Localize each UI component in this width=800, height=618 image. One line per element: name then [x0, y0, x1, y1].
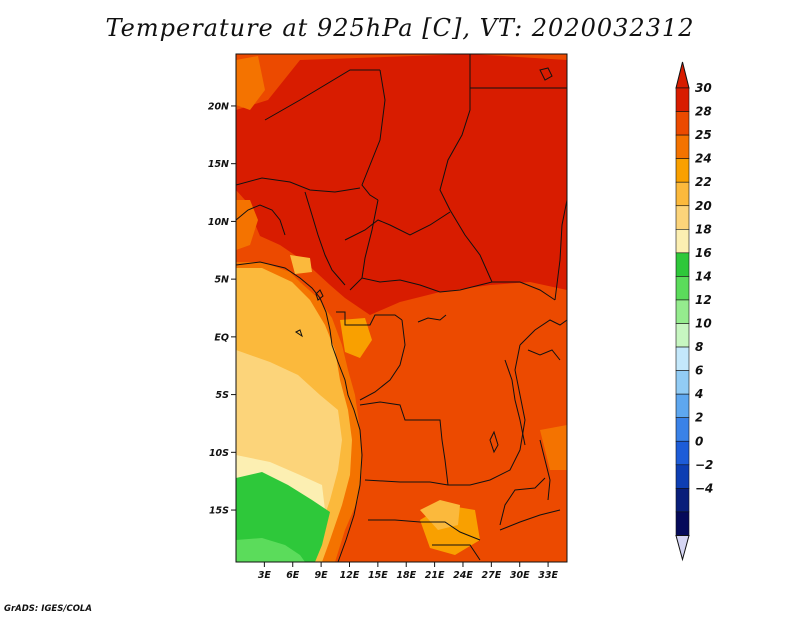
colorbar-label: 0	[695, 434, 703, 448]
lat-tick-label: 5N	[214, 275, 229, 286]
lon-tick-label: 18E	[396, 570, 416, 581]
colorbar-segment	[675, 205, 690, 230]
colorbar-segment	[675, 346, 690, 371]
lon-tick-label: 6E	[286, 570, 300, 581]
colorbar-label: 8	[695, 340, 703, 354]
colorbar-segment	[675, 323, 690, 348]
lon-tick-label: 24E	[453, 570, 473, 581]
lat-tick-label: 20N	[208, 101, 229, 112]
lon-tick-label: 9E	[315, 570, 329, 581]
lat-tick-label: 15S	[209, 506, 229, 517]
colorbar-label: 6	[695, 364, 703, 378]
colorbar-segment	[675, 111, 690, 136]
lon-tick-label: 30E	[510, 570, 530, 581]
lon-tick-label: 21E	[425, 570, 445, 581]
country-borders	[236, 54, 567, 562]
colorbar-label: 28	[695, 105, 712, 119]
colorbar-label: 30	[695, 81, 712, 95]
colorbar-segment	[675, 511, 690, 536]
colorbar-label: −4	[695, 481, 713, 495]
plot-frame	[235, 53, 568, 563]
lat-tick-label: 5S	[216, 390, 230, 401]
temperature-field	[236, 54, 567, 562]
lat-tick-label: 10S	[209, 448, 229, 459]
colorbar-label: 12	[695, 293, 712, 307]
longitude-axis: 3E 6E 9E 12E 15E 18E 21E 24E 27E 30E 33E	[258, 562, 558, 581]
colorbar-bottom-arrow	[675, 534, 690, 562]
lon-tick-label: 15E	[368, 570, 388, 581]
grads-credit: GrADS: IGES/COLA	[4, 604, 92, 614]
colorbar-label: 22	[695, 175, 712, 189]
colorbar-label: 2	[695, 411, 703, 425]
latitude-axis: 20N 15N 10N 5N EQ 5S 10S 15S	[208, 101, 236, 517]
colorbar-label: 4	[694, 387, 703, 401]
colorbar-segment	[675, 370, 690, 395]
colorbar-label: 25	[695, 128, 712, 142]
colorbar-segment	[675, 276, 690, 301]
colorbar-label: 18	[695, 222, 712, 236]
lat-tick-label: EQ	[214, 332, 229, 343]
lon-tick-label: 12E	[340, 570, 360, 581]
colorbar-segment	[675, 158, 690, 183]
lat-tick-label: 15N	[208, 159, 229, 170]
lon-tick-label: 33E	[538, 570, 558, 581]
colorbar-label: 20	[695, 199, 712, 213]
lon-tick-label: 3E	[258, 570, 272, 581]
colorbar-label: −2	[695, 458, 713, 472]
colorbar-label: 14	[695, 269, 712, 283]
colorbar-segment	[675, 393, 690, 418]
colorbar-top-arrow	[675, 61, 690, 89]
colorbar-segment	[675, 488, 690, 513]
colorbar-label: 24	[695, 152, 712, 166]
colorbar-segment	[675, 134, 690, 159]
colorbar-label: 16	[695, 246, 712, 260]
colorbar-label: 10	[695, 317, 712, 331]
colorbar-segment	[675, 87, 690, 112]
map-title: Temperature at 925hPa [C], VT: 202003231…	[105, 14, 695, 42]
colorbar-segment	[675, 440, 690, 466]
colorbar-segment	[675, 181, 690, 207]
colorbar-segment	[675, 417, 690, 442]
lat-tick-label: 10N	[208, 217, 229, 228]
colorbar-segment	[675, 464, 690, 489]
colorbar-segment	[675, 299, 690, 324]
colorbar-segment	[675, 229, 690, 254]
lon-tick-label: 27E	[481, 570, 501, 581]
colorbar-segment	[675, 252, 690, 277]
